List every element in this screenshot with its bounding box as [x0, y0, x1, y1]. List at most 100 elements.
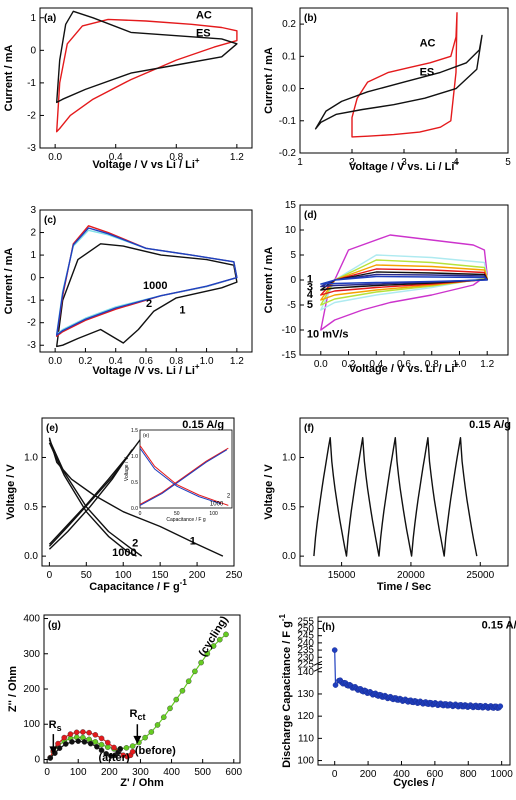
- x-tick-label: 600: [427, 769, 444, 780]
- annotation: 4: [307, 289, 314, 301]
- annotation: ES: [420, 67, 435, 79]
- arrow-head: [133, 735, 142, 744]
- y-tick-label: 1.0: [282, 452, 296, 463]
- y-tick-label: 3: [30, 205, 36, 216]
- data-point: [62, 741, 69, 747]
- data-point: [216, 636, 223, 643]
- annotation-text: 3: [307, 282, 313, 294]
- series-line: [48, 442, 137, 557]
- series-line: [56, 10, 238, 104]
- data-point: [173, 696, 180, 703]
- y-tick-label: 240: [297, 638, 314, 649]
- x-tick-label: 0.6: [397, 359, 411, 370]
- y-tick-label: -1: [27, 295, 36, 306]
- y-tick-label: 250: [297, 624, 314, 635]
- annotation-text: 0.15 A/g: [469, 419, 511, 431]
- data-point: [103, 751, 110, 757]
- x-tick-label: 200: [189, 570, 206, 581]
- y-tick-label: 100: [297, 756, 314, 767]
- data-point: [148, 729, 155, 735]
- y-tick-label: 235: [297, 645, 314, 656]
- x-tick-label: 100: [70, 767, 87, 778]
- panel-e: 0 50 100 150 200 2500.00.51.0(e)Capacitance /…: [5, 417, 243, 593]
- y-tick-label: 0.0: [282, 551, 296, 562]
- y-tick-label: 0.1: [282, 51, 296, 62]
- x-tick-label: 500: [194, 767, 211, 778]
- inset-x-tick-label: 0: [139, 511, 142, 517]
- panel-h: 0 200 400 600 800 1000 25525024524023523022514…: [278, 614, 516, 789]
- annotation-text: 2: [146, 298, 152, 310]
- data-point: [331, 647, 338, 653]
- data-point: [160, 714, 167, 720]
- y-axis-label-text: Current / mA: [263, 247, 275, 314]
- data-point: [223, 631, 229, 638]
- x-axis-label-sup: +: [454, 360, 459, 369]
- x-tick-label: 0.6: [139, 356, 153, 367]
- x-tick-label: 20000: [397, 570, 425, 581]
- y-tick-label: 120: [297, 711, 314, 722]
- annotation: (before): [135, 745, 176, 757]
- x-axis-label: Cycles /: [393, 777, 435, 789]
- annotation-text: AC: [196, 9, 212, 21]
- data-point: [129, 748, 136, 755]
- series-line: [314, 34, 483, 130]
- x-tick-label: 0.4: [109, 152, 123, 163]
- x-tick-label: 0: [44, 767, 50, 778]
- x-tick-label: 0.0: [48, 356, 62, 367]
- x-axis-label-sup: +: [195, 156, 200, 165]
- y-tick-label: -0.2: [279, 148, 297, 159]
- x-tick-label: 100: [115, 570, 132, 581]
- series-line: [313, 437, 478, 557]
- x-axis-label: Time / Sec: [377, 581, 431, 593]
- panel-b: 1 2 3 4 5 0.2 0.1 0.0 -0.1 -0.2 (b) Voltage / V vs.…: [263, 7, 511, 173]
- data-point: [332, 682, 339, 688]
- data-point: [47, 755, 54, 761]
- panel-c: 0.0 0.2 0.4 0.6 0.8 1.0 1.2 3 2 1 0 -1 -2 -3 (c) Voltag…: [3, 205, 253, 377]
- data-point: [204, 650, 211, 657]
- y-tick-label: -2: [27, 318, 36, 329]
- x-axis-label-text: Z' / Ohm: [120, 777, 164, 789]
- data-point: [117, 746, 124, 752]
- y-axis-label-text: Z'' / Ohm: [7, 666, 19, 712]
- x-tick-label: 250: [226, 570, 243, 581]
- inset-x-label: Capacitance / F g: [166, 517, 205, 523]
- y-axis-label: Current / mA: [263, 247, 275, 314]
- y-tick-label: 0: [30, 45, 36, 56]
- series-line: [48, 439, 143, 557]
- series-line: [56, 227, 238, 336]
- x-tick-label: 25000: [466, 570, 494, 581]
- y-axis-label-text: Current / mA: [3, 45, 15, 112]
- annotation-text: 1000: [112, 547, 136, 559]
- inset-annotation: 2: [227, 494, 231, 500]
- x-tick-label: 400: [163, 767, 180, 778]
- y-axis-label: Current / mA: [263, 47, 275, 114]
- annotation-text: R: [49, 719, 57, 731]
- annotation-text: 2: [132, 537, 138, 549]
- x-axis-label: Capacitance / F g-1: [89, 578, 187, 593]
- y-tick-label: 100: [23, 719, 40, 730]
- annotation: AC: [420, 38, 436, 50]
- annotation: AC: [196, 9, 212, 21]
- annotation: 5: [307, 299, 313, 311]
- y-tick-label: 0.0: [24, 551, 38, 562]
- annotation-text: (before): [135, 745, 176, 757]
- y-tick-label: 400: [23, 614, 40, 625]
- inset-annotation: 1000: [210, 501, 224, 507]
- y-tick-label: 0.0: [282, 84, 296, 95]
- y-axis-label: Z'' / Ohm: [7, 666, 19, 712]
- data-point: [94, 743, 100, 750]
- x-axis-label-sup: +: [454, 158, 459, 167]
- x-tick-label: 1.0: [200, 356, 214, 367]
- x-tick-label: 800: [460, 769, 477, 780]
- y-tick-label: -3: [27, 143, 36, 154]
- data-point: [179, 687, 186, 694]
- x-tick-label: 400: [393, 769, 410, 780]
- y-tick-label: 255: [297, 616, 314, 627]
- y-tick-label: -3: [27, 340, 36, 351]
- x-tick-label: 300: [132, 767, 149, 778]
- y-tick-label: 200: [23, 684, 40, 695]
- annotation-text: 5: [307, 299, 313, 311]
- y-tick-label: -2: [27, 110, 36, 121]
- y-tick-label: 5: [290, 250, 296, 261]
